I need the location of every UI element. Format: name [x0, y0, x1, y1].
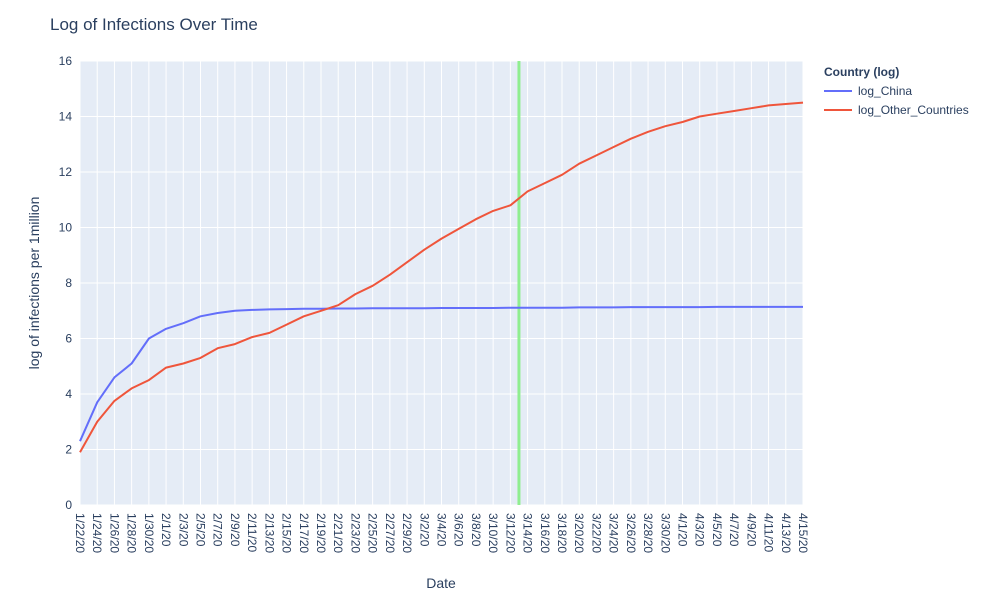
x-tick-label: 4/11/20 — [762, 513, 776, 552]
x-tick-label: 3/16/20 — [538, 513, 552, 553]
x-tick-label: 3/18/20 — [555, 513, 569, 553]
x-tick-label: 2/7/20 — [211, 513, 225, 547]
x-tick-label: 2/25/20 — [366, 513, 380, 553]
gridlines — [79, 60, 804, 506]
y-tick-label: 8 — [65, 276, 72, 290]
x-tick-label: 4/1/20 — [676, 513, 690, 547]
x-tick-label: 2/9/20 — [228, 513, 242, 547]
y-tick-label: 6 — [65, 332, 72, 346]
x-tick-label: 2/19/20 — [314, 513, 328, 553]
x-tick-label: 2/3/20 — [176, 513, 190, 547]
y-tick-label: 16 — [59, 54, 73, 68]
x-tick-label: 2/23/20 — [348, 513, 362, 553]
x-axis-ticks: 1/22/20 1/24/20 1/26/20 1/28/20 1/30/20 2/1/2… — [73, 513, 810, 553]
x-tick-label: 2/17/20 — [297, 513, 311, 553]
x-tick-label: 3/14/20 — [521, 513, 535, 553]
y-axis-ticks: 0 2 4 6 8 10 12 14 16 — [59, 54, 73, 512]
x-tick-label: 3/12/20 — [503, 513, 517, 553]
chart-title: Log of Infections Over Time — [50, 15, 258, 34]
x-tick-label: 4/3/20 — [693, 513, 707, 547]
x-tick-label: 3/4/20 — [435, 513, 449, 547]
x-tick-label: 2/1/20 — [159, 513, 173, 547]
x-tick-label: 1/22/20 — [73, 513, 87, 553]
x-tick-label: 2/5/20 — [194, 513, 208, 547]
x-tick-label: 3/22/20 — [589, 513, 603, 553]
series-line-log_Other_Countries — [79, 101, 804, 453]
legend-title: Country (log) — [824, 65, 899, 79]
y-tick-label: 0 — [65, 498, 72, 512]
series-lines — [79, 61, 804, 505]
y-tick-label: 12 — [59, 165, 73, 179]
x-tick-label: 3/8/20 — [469, 513, 483, 547]
x-tick-label: 4/13/20 — [779, 513, 793, 553]
x-tick-label: 4/9/20 — [744, 513, 758, 547]
x-tick-label: 1/28/20 — [125, 513, 139, 553]
x-tick-label: 3/2/20 — [417, 513, 431, 547]
legend-item-label: log_China — [858, 84, 912, 98]
y-axis-title: log of infections per 1million — [26, 197, 42, 370]
x-tick-label: 3/6/20 — [452, 513, 466, 547]
x-tick-label: 3/26/20 — [624, 513, 638, 553]
x-tick-label: 2/27/20 — [383, 513, 397, 553]
x-tick-label: 3/30/20 — [658, 513, 672, 553]
x-tick-label: 1/26/20 — [107, 513, 121, 553]
x-tick-label: 3/10/20 — [486, 513, 500, 553]
x-tick-label: 2/15/20 — [280, 513, 294, 553]
x-tick-label: 1/30/20 — [142, 513, 156, 553]
x-tick-label: 4/5/20 — [710, 513, 724, 547]
x-tick-label: 2/11/20 — [245, 513, 259, 552]
x-axis-title: Date — [426, 575, 456, 591]
x-tick-label: 3/20/20 — [572, 513, 586, 553]
x-tick-label: 4/7/20 — [727, 513, 741, 547]
y-tick-label: 14 — [59, 110, 73, 124]
x-tick-label: 2/29/20 — [400, 513, 414, 553]
y-tick-label: 4 — [65, 387, 72, 401]
series-line-log_China — [79, 305, 803, 442]
x-tick-label: 3/28/20 — [641, 513, 655, 553]
x-tick-label: 1/24/20 — [90, 513, 104, 553]
x-tick-label: 4/15/20 — [796, 513, 810, 553]
y-tick-label: 2 — [65, 443, 72, 457]
legend-item-label: log_Other_Countries — [858, 103, 969, 117]
legend[interactable]: Country (log) log_China log_Other_Countri… — [824, 65, 969, 117]
x-tick-label: 3/24/20 — [607, 513, 621, 553]
x-tick-label: 2/21/20 — [331, 513, 345, 553]
y-tick-label: 10 — [59, 221, 73, 235]
x-tick-label: 2/13/20 — [262, 513, 276, 553]
